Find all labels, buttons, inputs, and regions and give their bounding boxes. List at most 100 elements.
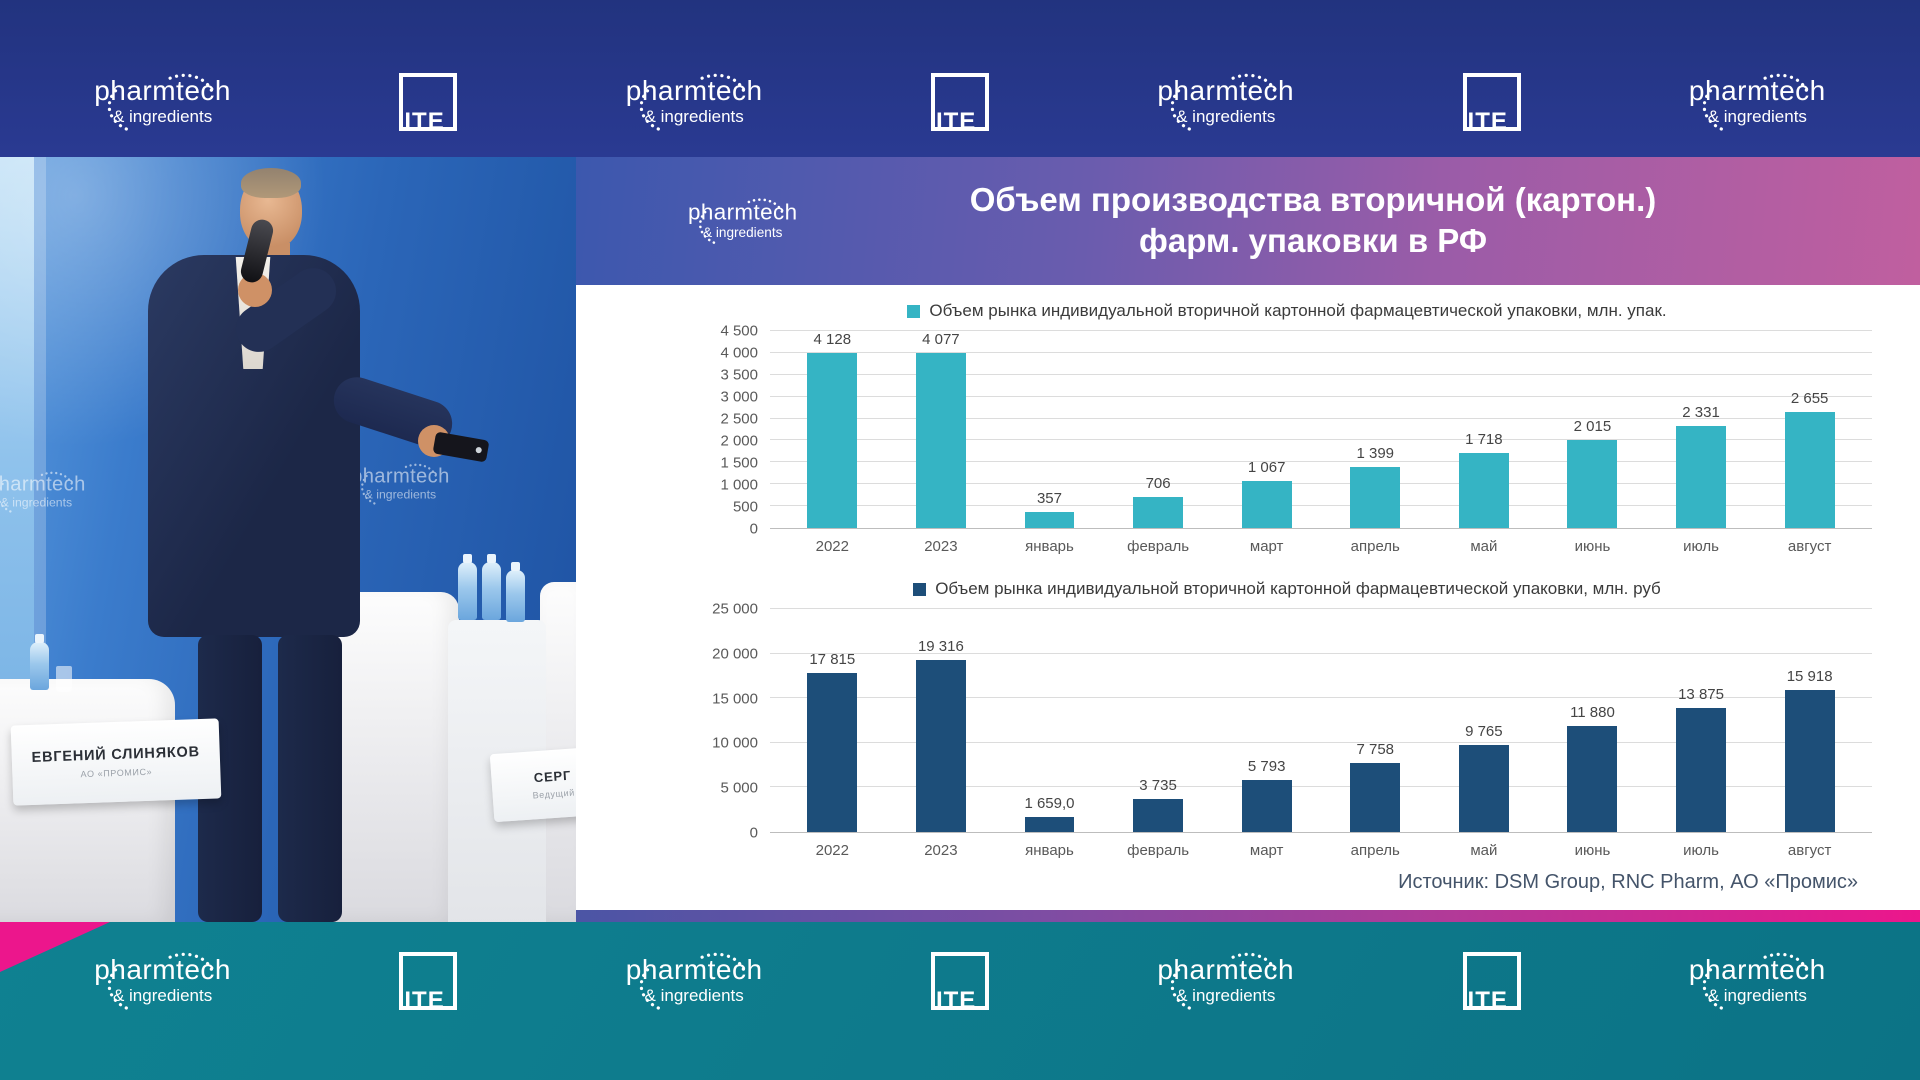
bottom-banner: pharmtech & ingredients ITE pharmtech & ingr… xyxy=(0,922,1920,1080)
bar-value-label: 17 815 xyxy=(809,651,856,669)
bar-column: 19 316 xyxy=(887,609,996,832)
gridline xyxy=(770,439,1872,441)
bar-column: 5 793 xyxy=(1212,609,1321,832)
pharmtech-banner-item: pharmtech & ingredients xyxy=(606,67,783,137)
pharmtech-logo-text: pharmtech xyxy=(94,954,231,985)
chart-body: 0 5 000 10 000 15 000 20 000 25 000 17 815 19 3… xyxy=(702,601,1872,859)
bar-column: 4 128 xyxy=(778,331,887,528)
pharmtech-logo: pharmtech& ingredients xyxy=(672,193,813,249)
bar xyxy=(1024,512,1075,528)
ite-banner-item: ITE xyxy=(930,952,989,1013)
chart-legend: Объем рынка индивидуальной вторичной кар… xyxy=(702,579,1872,599)
y-axis-tick: 0 xyxy=(749,520,758,538)
speaker-figure xyxy=(120,157,500,922)
x-axis-label: август xyxy=(1787,842,1832,859)
bar xyxy=(1241,481,1292,528)
x-axis-label: август xyxy=(1787,538,1832,555)
bar-value-label: 1 718 xyxy=(1465,430,1503,448)
y-axis: 0 500 1 000 1 500 2 000 2 500 3 000 3 500 4 000 4… xyxy=(702,323,770,538)
moderator-role: Ведущий xyxy=(532,787,576,801)
bar-chart-2: Объем рынка индивидуальной вторичной кар… xyxy=(702,579,1872,859)
pharmtech-swoosh-icon xyxy=(1702,73,1811,133)
x-axis-label: 2022 xyxy=(815,842,849,859)
charts-area: Объем рынка индивидуальной вторичной кар… xyxy=(576,285,1920,859)
pharmtech-logo-subtext: & ingredients xyxy=(1707,986,1807,1005)
pharmtech-logo: pharmtech& ingredients xyxy=(1137,946,1314,1016)
bar xyxy=(915,659,966,832)
water-bottle xyxy=(482,554,501,620)
plot-area: 17 815 19 316 1 659,0 3 735 5 793 7 758 9 765 1… xyxy=(770,608,1872,833)
legend-label: Объем рынка индивидуальной вторичной кар… xyxy=(935,579,1661,598)
source-note: Источник: DSM Group, RNC Pharm, АО «Пром… xyxy=(1398,871,1858,893)
pharmtech-swoosh-icon xyxy=(0,471,75,515)
pharmtech-swoosh-icon xyxy=(639,952,747,1013)
pharmtech-swoosh-icon xyxy=(1702,952,1811,1013)
bar-value-label: 2 331 xyxy=(1682,403,1720,421)
water-bottle xyxy=(30,634,49,690)
bar-value-label: 13 875 xyxy=(1678,686,1724,704)
pharmtech-wall-logo: pharmtech& ingredients xyxy=(337,459,464,509)
pharmtech-swoosh-icon xyxy=(1170,73,1279,133)
pharmtech-logo: pharmtech& ingredients xyxy=(0,467,100,517)
pharmtech-logo: pharmtech& ingredients xyxy=(606,67,783,137)
ite-banner-item: ITE xyxy=(930,72,989,135)
speaker-name: ЕВГЕНИЙ СЛИНЯКОВ xyxy=(31,743,201,766)
pharmtech-banner-item: pharmtech & ingredients xyxy=(1137,67,1314,137)
x-axis-label: январь xyxy=(1025,538,1074,555)
ite-logo: ITE xyxy=(1462,952,1521,1013)
bar xyxy=(1241,780,1292,832)
pharmtech-logo: pharmtech& ingredients xyxy=(606,946,783,1016)
y-axis-tick: 2 000 xyxy=(720,432,758,450)
gridline xyxy=(770,786,1872,788)
bar-value-label: 4 077 xyxy=(922,331,960,348)
x-axis-label: май xyxy=(1470,538,1498,555)
pharmtech-logo-subtext: & ingredients xyxy=(1176,106,1276,126)
bar xyxy=(1133,497,1184,528)
x-axis-label: февраль xyxy=(1127,538,1190,555)
y-axis-tick: 4 000 xyxy=(720,344,758,362)
pharmtech-banner-item: pharmtech & ingredients xyxy=(606,946,783,1016)
slide-accent-strip xyxy=(576,910,1920,922)
bar xyxy=(807,673,858,832)
bar-value-label: 2 655 xyxy=(1790,389,1829,407)
pharmtech-wall-logo: pharmtech& ingredients xyxy=(0,467,100,517)
x-axis-label: июль xyxy=(1683,538,1719,555)
x-axis-label: март xyxy=(1249,538,1284,555)
pharmtech-logo-text: pharmtech xyxy=(625,954,763,985)
bar-column: 4 077 xyxy=(887,331,996,528)
pharmtech-logo-subtext: & ingredients xyxy=(1707,106,1807,126)
x-axis-label: 2023 xyxy=(924,842,958,859)
pharmtech-logo-text: pharmtech xyxy=(1157,74,1295,106)
bar xyxy=(807,353,858,528)
bar xyxy=(1350,762,1401,832)
pharmtech-swoosh-icon xyxy=(698,198,785,246)
bar xyxy=(1133,798,1184,832)
bar-value-label: 706 xyxy=(1145,475,1171,493)
bar-column: 1 067 xyxy=(1212,331,1321,528)
ite-logo-text: ITE xyxy=(935,107,977,135)
gridline xyxy=(770,461,1872,463)
x-axis-label: апрель xyxy=(1350,538,1400,555)
bar-value-label: 357 xyxy=(1036,490,1062,508)
bar-column: 2 655 xyxy=(1755,331,1864,528)
bar-value-label: 11 880 xyxy=(1570,704,1615,722)
bar xyxy=(1784,690,1835,832)
bar-column: 11 880 xyxy=(1538,609,1647,832)
ite-logo: ITE xyxy=(1462,72,1521,133)
ite-logo: ITE xyxy=(399,952,458,1013)
y-axis-tick: 3 500 xyxy=(720,366,758,384)
pharmtech-logo-subtext: & ingredients xyxy=(1176,986,1276,1005)
pharmtech-logo-subtext: & ingredients xyxy=(112,106,213,126)
gridline xyxy=(770,330,1872,331)
slide-title-line1: Объем производства вторичной (картон.) xyxy=(969,181,1657,219)
water-bottle xyxy=(458,554,477,620)
pharmtech-banner-item: pharmtech & ingredients xyxy=(1669,67,1846,137)
bar xyxy=(1458,744,1509,832)
bar xyxy=(1458,452,1509,528)
bar-column: 7 758 xyxy=(1321,609,1430,832)
chart-legend: Объем рынка индивидуальной вторичной кар… xyxy=(702,301,1872,321)
pharmtech-logo: pharmtech& ingredients xyxy=(672,193,813,249)
x-axis: 2022 2023 январь февраль март апрель май июнь ию… xyxy=(770,538,1872,555)
bar-column: 357 xyxy=(995,331,1104,528)
